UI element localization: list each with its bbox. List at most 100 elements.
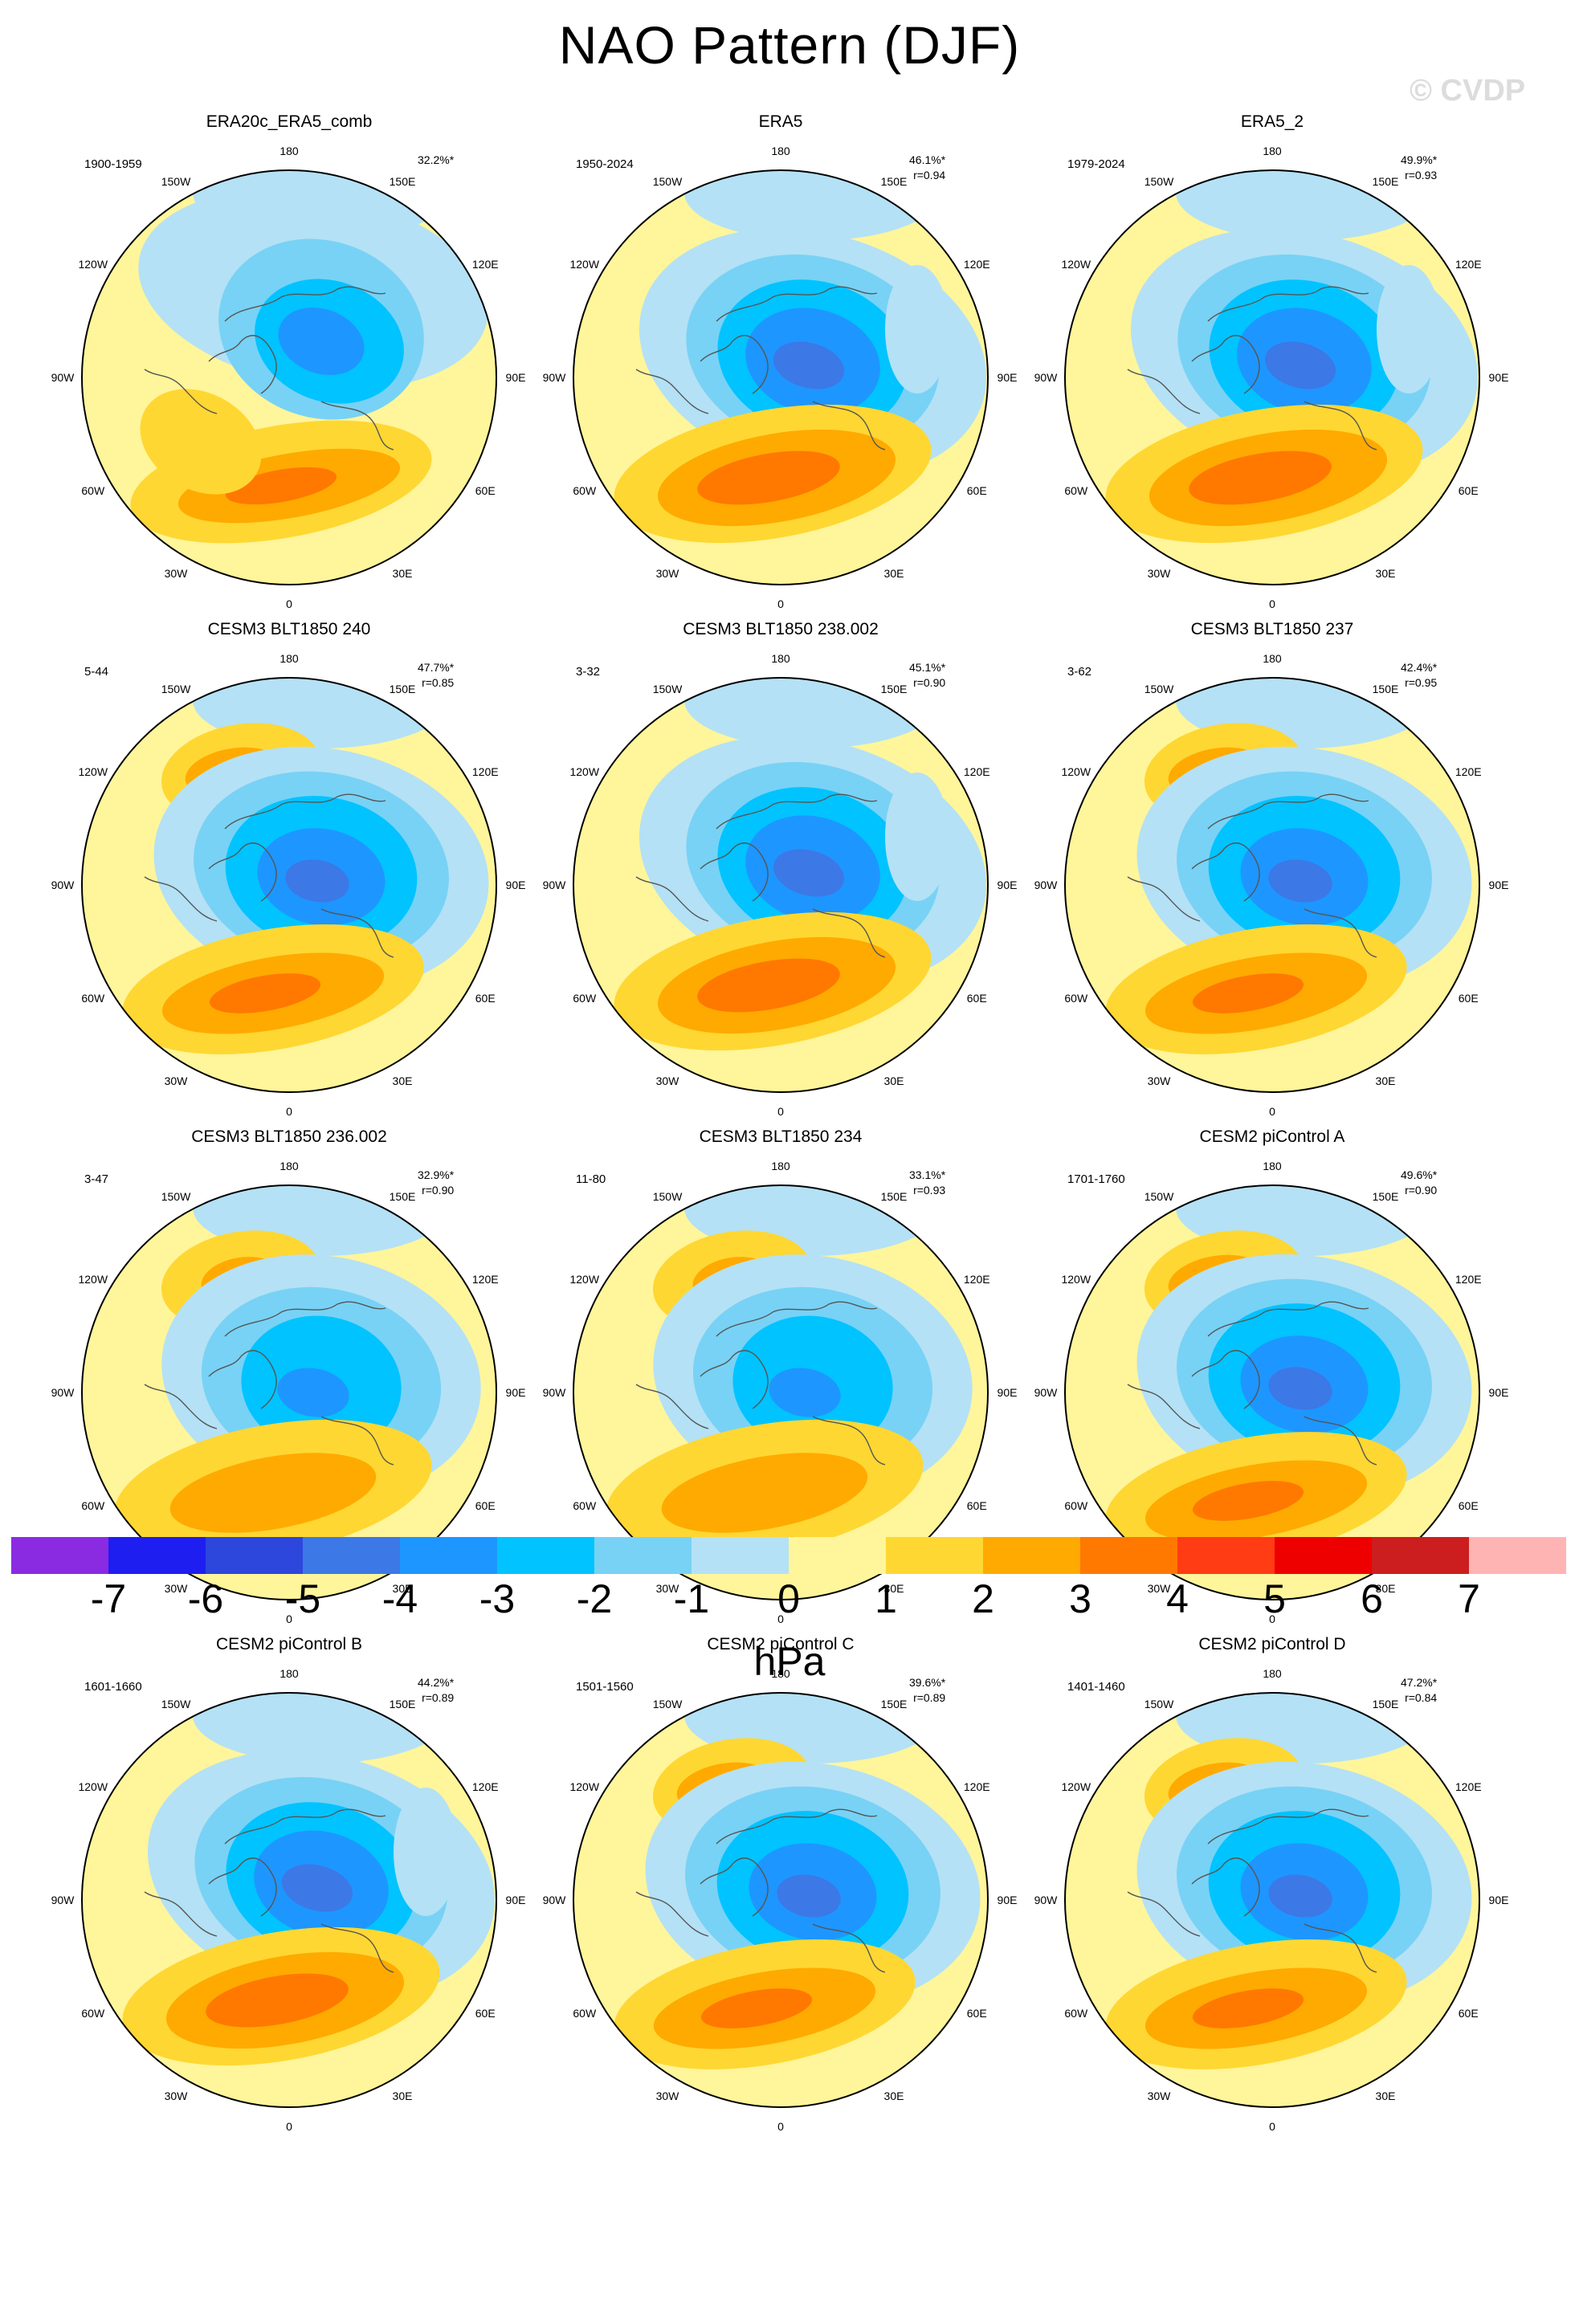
panel-title: ERA5_2 — [1240, 112, 1304, 131]
coastline — [144, 1808, 394, 1973]
pct-variance-explained: 47.2%* — [1401, 1676, 1438, 1689]
anomaly-region — [1192, 973, 1304, 1013]
longitude-label: 120W — [1061, 765, 1091, 778]
longitude-label: 0 — [1269, 597, 1275, 610]
longitude-label: 30W — [655, 567, 679, 581]
colorbar-swatch — [1080, 1537, 1177, 1574]
longitude-label: 90W — [1034, 1894, 1058, 1906]
panel-title: CESM3 BLT1850 236.002 — [191, 1127, 387, 1146]
longitude-label: 60E — [1458, 2007, 1479, 2020]
colorbar-swatch — [400, 1537, 497, 1574]
longitude-label: 0 — [1269, 1613, 1275, 1625]
longitude-label: 60W — [573, 1499, 597, 1512]
colorbar-swatch — [1177, 1537, 1275, 1574]
panel-stats: 45.1%* r=0.90 — [909, 660, 945, 691]
panel-period: 3-32 — [576, 665, 601, 679]
coastline — [635, 1301, 886, 1466]
anomaly-region — [1264, 341, 1336, 389]
anomaly-region — [169, 1453, 377, 1533]
longitude-label: 0 — [777, 597, 784, 610]
longitude-label: 150W — [1144, 1189, 1174, 1203]
longitude-label: 60W — [573, 2007, 597, 2020]
longitude-label: 90W — [51, 1386, 75, 1399]
longitude-label: 30W — [1147, 567, 1171, 581]
longitude-label: 30E — [883, 2090, 904, 2103]
panel-title: CESM3 BLT1850 240 — [207, 620, 371, 638]
longitude-label: 180 — [771, 1667, 790, 1680]
longitude-label: 90E — [505, 879, 526, 891]
longitude-label: 120W — [569, 258, 600, 271]
longitude-label: 90E — [505, 1386, 526, 1399]
panel-period: 1979-2024 — [1067, 157, 1125, 171]
colorbar-tick-label: 6 — [1361, 1576, 1383, 1621]
polar-map — [1064, 1692, 1480, 2108]
longitude-label: 120E — [1455, 1780, 1482, 1793]
pct-variance-explained: 32.2%* — [418, 153, 455, 166]
panel-period: 1501-1560 — [576, 1680, 634, 1694]
panel-period: 1900-1959 — [84, 157, 142, 171]
longitude-label: 180 — [1263, 652, 1282, 665]
panel-title: CESM3 BLT1850 234 — [699, 1127, 863, 1146]
longitude-label: 60W — [1064, 484, 1088, 497]
longitude-label: 120E — [1455, 765, 1482, 778]
longitude-label: 120W — [569, 1273, 600, 1286]
panel-stats: 42.4%* r=0.95 — [1401, 660, 1437, 691]
colorbar-swatch — [983, 1537, 1080, 1574]
longitude-label: 90W — [1034, 1386, 1058, 1399]
longitude-label: 60E — [1458, 484, 1479, 497]
longitude-label: 0 — [777, 1105, 784, 1118]
longitude-label: 180 — [1263, 145, 1282, 157]
longitude-label: 120W — [78, 1780, 108, 1793]
longitude-label: 30W — [655, 2090, 679, 2103]
longitude-label: 30E — [883, 1582, 904, 1596]
longitude-label: 150W — [161, 1189, 191, 1203]
longitude-label: 90W — [1034, 371, 1058, 384]
longitude-label: 30E — [392, 567, 413, 581]
longitude-label: 150E — [880, 1697, 908, 1710]
pct-variance-explained: 46.1%* — [909, 153, 946, 166]
polar-map — [81, 677, 497, 1093]
pct-variance-explained: 45.1%* — [909, 661, 946, 674]
longitude-label: 30E — [392, 1074, 413, 1088]
panel-stats: 32.2%* — [418, 153, 454, 168]
longitude-label: 90W — [542, 1894, 566, 1906]
longitude-label: 30W — [1147, 1582, 1171, 1596]
longitude-label: 30E — [392, 2090, 413, 2103]
colorbar-tick-label: 0 — [777, 1576, 800, 1621]
colorbar-swatch — [594, 1537, 692, 1574]
anomaly-region — [277, 1368, 349, 1417]
longitude-label: 150W — [652, 174, 683, 188]
pattern-correlation: r=0.90 — [1405, 1184, 1438, 1197]
longitude-label: 150W — [161, 682, 191, 695]
pct-variance-explained: 32.9%* — [418, 1168, 455, 1181]
panel-title: CESM2 piControl B — [215, 1635, 363, 1653]
longitude-label: 120E — [471, 258, 499, 271]
longitude-label: 150E — [389, 1697, 416, 1710]
anomaly-region — [661, 1453, 868, 1533]
longitude-label: 150W — [652, 1189, 683, 1203]
longitude-label: 90E — [997, 1894, 1018, 1906]
map-panel: CESM3 BLT1850 237 3-62 42.4%* r=0.95 180 150E… — [1031, 620, 1529, 1118]
longitude-label: 60W — [1064, 1499, 1088, 1512]
longitude-label: 90W — [542, 1386, 566, 1399]
longitude-label: 30W — [164, 1074, 188, 1088]
panel-period: 3-47 — [84, 1172, 109, 1186]
longitude-label: 60E — [475, 2007, 496, 2020]
colorbar-swatch — [692, 1537, 789, 1574]
anomaly-region — [773, 849, 845, 897]
longitude-label: 30E — [1375, 1074, 1396, 1088]
colorbar-tick-label: 2 — [972, 1576, 994, 1621]
panel-period: 1601-1660 — [84, 1680, 142, 1694]
longitude-label: 150E — [389, 174, 416, 188]
coastline — [635, 286, 886, 451]
longitude-label: 120E — [963, 258, 990, 271]
coastline — [144, 286, 394, 451]
panel-title: CESM2 piControl C — [707, 1635, 855, 1653]
longitude-label: 120W — [569, 765, 600, 778]
longitude-label: 90W — [542, 371, 566, 384]
longitude-label: 120E — [471, 1273, 499, 1286]
longitude-label: 60E — [475, 992, 496, 1005]
longitude-label: 120E — [963, 765, 990, 778]
panel-stats: 32.9%* r=0.90 — [418, 1168, 454, 1198]
pattern-correlation: r=0.93 — [913, 1184, 946, 1197]
